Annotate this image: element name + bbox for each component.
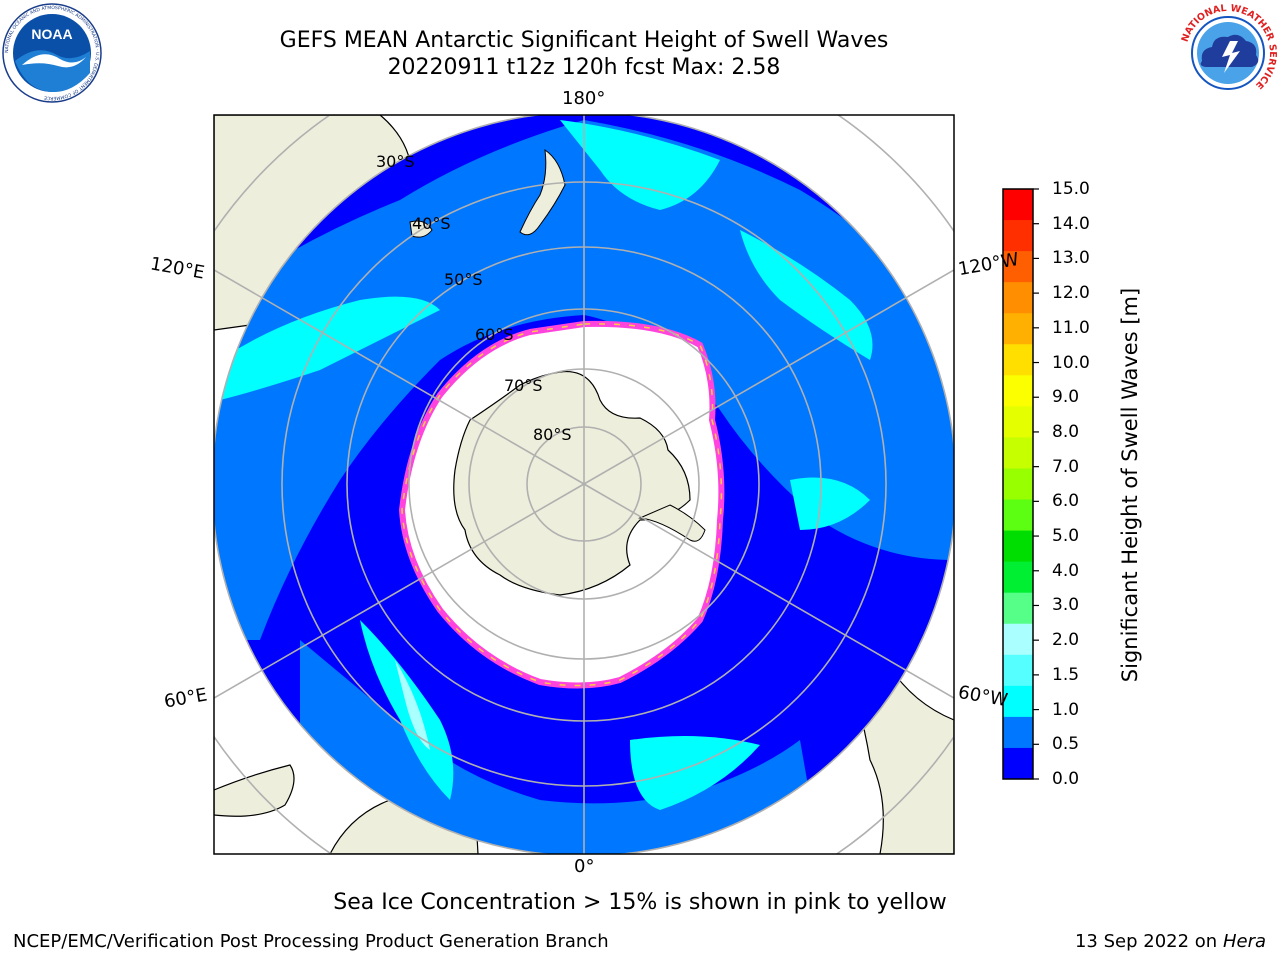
colorbar-tick-label: 5.0 xyxy=(1052,526,1080,547)
colorbar-tick-label: 11.0 xyxy=(1052,317,1090,338)
colorbar-segment xyxy=(1003,406,1033,438)
colorbar-tick-label: 9.0 xyxy=(1052,387,1080,408)
sea-ice-note: Sea Ice Concentration > 15% is shown in … xyxy=(333,890,947,915)
land-new-zealand xyxy=(519,148,566,236)
colorbar-segment xyxy=(1003,685,1033,718)
colorbar-segment xyxy=(1003,344,1033,376)
noaa-logo: NOAA NATIONAL OCEANIC AND ATMOSPHERIC AD… xyxy=(2,3,102,103)
colorbar-tick-label: 4.0 xyxy=(1052,560,1080,581)
nws-logo: NATIONAL WEATHER SERVICE xyxy=(1178,3,1278,103)
colorbar-tick-label: 0.5 xyxy=(1052,734,1080,755)
lat-label-70s: 70°S xyxy=(504,376,543,395)
colorbar-segment xyxy=(1003,375,1033,407)
footer-date: 13 Sep 2022 on Hera xyxy=(1075,931,1266,952)
colorbar-tick-label: 15.0 xyxy=(1052,179,1090,199)
colorbar-tick-label: 2.0 xyxy=(1052,630,1080,651)
colorbar-segment xyxy=(1003,499,1033,532)
colorbar-segment xyxy=(1003,282,1033,314)
colorbar-tick-label: 8.0 xyxy=(1052,421,1080,442)
colorbar-segment xyxy=(1003,654,1033,687)
colorbar-segment xyxy=(1003,592,1033,625)
colorbar-segment xyxy=(1003,561,1033,594)
lon-label-0: 0° xyxy=(574,856,595,877)
colorbar-segment xyxy=(1003,251,1033,283)
swell-band-cyan-se xyxy=(790,477,870,530)
swell-band-cyan-sw xyxy=(360,620,454,800)
colorbar-tick-label: 12.0 xyxy=(1052,283,1090,304)
chart-subtitle-forecast: 20220911 t12z 120h fcst Max: 2.58 xyxy=(387,55,781,80)
lat-label-40s: 40°S xyxy=(412,214,451,233)
colorbar-segment xyxy=(1003,189,1033,221)
swell-band-medium-south xyxy=(300,640,820,854)
colorbar-tick-label: 13.0 xyxy=(1052,248,1090,269)
colorbar-tick-label: 10.0 xyxy=(1052,352,1090,373)
footer-producer: NCEP/EMC/Verification Post Processing Pr… xyxy=(13,931,609,952)
chart-title: GEFS MEAN Antarctic Significant Height o… xyxy=(279,28,889,53)
land-antarctica xyxy=(453,370,691,596)
colorbar-label: Significant Height of Swell Waves [m] xyxy=(1118,287,1142,683)
lat-label-50s: 50°S xyxy=(444,270,483,289)
colorbar-segment xyxy=(1003,220,1033,252)
footer-host: Hera xyxy=(1222,931,1266,952)
swell-band-light-sw xyxy=(395,660,430,750)
swell-band-cyan-south xyxy=(630,736,760,810)
colorbar xyxy=(1002,188,1039,780)
map-frame xyxy=(213,114,955,855)
colorbar-segment xyxy=(1003,747,1033,780)
colorbar-segment xyxy=(1003,468,1033,501)
colorbar-tick-label: 6.0 xyxy=(1052,491,1080,512)
colorbar-tick-label: 1.0 xyxy=(1052,699,1080,720)
colorbar-segment xyxy=(1003,716,1033,749)
colorbar-segment xyxy=(1003,530,1033,563)
lon-label-180: 180° xyxy=(562,88,606,109)
lat-label-80s: 80°S xyxy=(533,425,572,444)
colorbar-tick-label: 0.0 xyxy=(1052,769,1080,789)
colorbar-segment xyxy=(1003,437,1033,469)
colorbar-segment xyxy=(1003,313,1033,345)
colorbar-tick-label: 14.0 xyxy=(1052,213,1090,234)
graticule xyxy=(214,115,954,854)
lat-label-30s: 30°S xyxy=(376,152,415,171)
swell-band-cyan-east xyxy=(740,230,873,360)
swell-band-cyan-nw xyxy=(220,296,440,400)
colorbar-frame xyxy=(1002,188,1034,780)
colorbar-tick-label: 7.0 xyxy=(1052,456,1080,477)
colorbar-tick-label: 3.0 xyxy=(1052,595,1080,616)
land-africa-madagascar xyxy=(214,764,295,817)
noaa-logo-text: NOAA xyxy=(31,26,72,42)
colorbar-segment xyxy=(1003,623,1033,656)
footer-date-text: 13 Sep 2022 on xyxy=(1074,931,1218,952)
swell-band-cyan-north xyxy=(560,120,720,210)
colorbar-tick-label: 1.5 xyxy=(1052,664,1080,685)
lat-label-60s: 60°S xyxy=(475,325,514,344)
